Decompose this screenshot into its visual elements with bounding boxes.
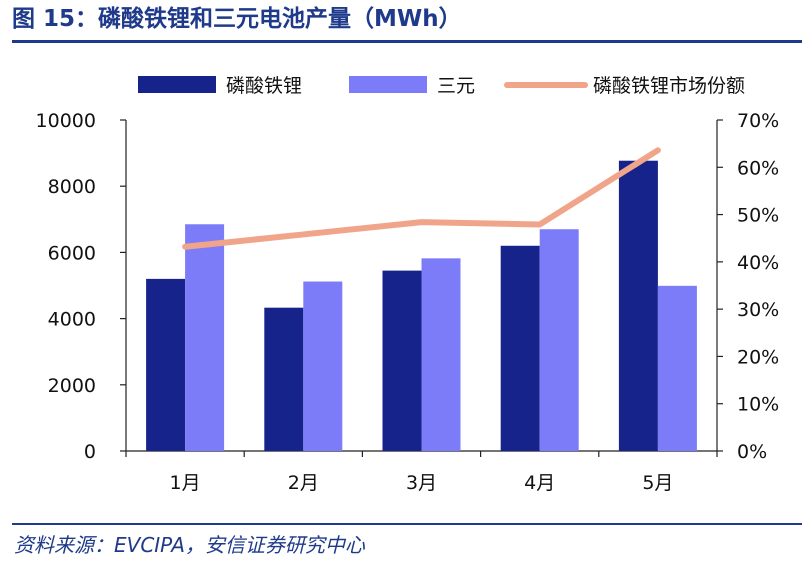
bar-ncm (657, 285, 697, 451)
bar-ncm (185, 224, 225, 451)
y-right-tick-label: 10% (737, 394, 779, 416)
legend-label-lfp: 磷酸铁锂 (226, 75, 302, 97)
bar-ncm (421, 258, 461, 451)
y-left-tick-label: 6000 (48, 242, 96, 264)
title-divider (12, 40, 802, 43)
y-left-tick-label: 4000 (48, 309, 96, 331)
x-tick-label: 2月 (288, 472, 319, 494)
x-axis: 1月 2月 3月 4月 5月 (125, 450, 718, 494)
source-divider (12, 523, 802, 525)
line-series (182, 147, 661, 250)
y-left-tick-label: 0 (84, 441, 96, 463)
y-left-tick-label: 2000 (48, 375, 96, 397)
y-right-tick-label: 40% (737, 252, 779, 274)
legend-label-share: 磷酸铁锂市场份额 (593, 75, 745, 97)
bar-series (146, 160, 697, 451)
legend-swatch-ncm (349, 76, 427, 93)
y-right-tick-label: 0% (737, 441, 767, 463)
y-right-tick-label: 70% (737, 110, 779, 132)
source-note: 资料来源：EVCIPA，安信证券研究中心 (14, 533, 365, 557)
y-right-tick-label: 50% (737, 205, 779, 227)
x-tick-label: 4月 (524, 472, 555, 494)
x-tick-label: 5月 (642, 472, 673, 494)
legend: 磷酸铁锂 三元 磷酸铁锂市场份额 (138, 75, 745, 97)
y-axis-left: 0 2000 4000 6000 8000 10000 (36, 110, 127, 463)
bar-ncm (539, 229, 579, 451)
bar-lfp (382, 270, 422, 451)
y-right-tick-label: 30% (737, 299, 779, 321)
x-tick-label: 3月 (406, 472, 437, 494)
legend-label-ncm: 三元 (437, 75, 475, 97)
y-right-tick-label: 60% (737, 157, 779, 179)
y-axis-right: 0% 10% 20% 30% 40% 50% 60% 70% (716, 110, 779, 463)
y-right-tick-label: 20% (737, 346, 779, 368)
bar-lfp (146, 278, 186, 451)
bar-lfp (500, 245, 540, 451)
legend-swatch-lfp (138, 76, 216, 93)
share-line (182, 147, 661, 250)
bar-ncm (303, 281, 343, 451)
chart-title: 图 15：磷酸铁锂和三元电池产量（MWh） (12, 6, 462, 32)
y-left-tick-label: 8000 (48, 176, 96, 198)
x-tick-label: 1月 (170, 472, 201, 494)
bar-lfp (618, 160, 658, 451)
y-left-tick-label: 10000 (36, 110, 96, 132)
bar-lfp (264, 307, 304, 451)
